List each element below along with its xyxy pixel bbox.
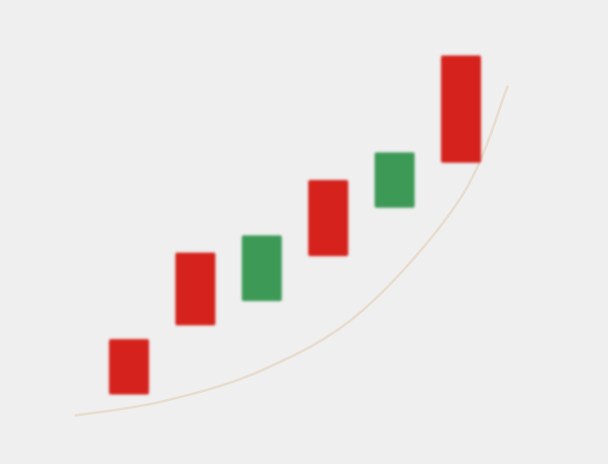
candle-5-up [374, 152, 415, 208]
candle-2-down [175, 252, 216, 326]
trendline-layer [74, 85, 509, 417]
candle-4-down [308, 180, 349, 257]
candle-6-down [441, 55, 481, 163]
trendline [74, 85, 509, 417]
candle-3-up [241, 235, 282, 302]
candle-1-down [109, 339, 149, 395]
candles-layer [109, 55, 481, 395]
